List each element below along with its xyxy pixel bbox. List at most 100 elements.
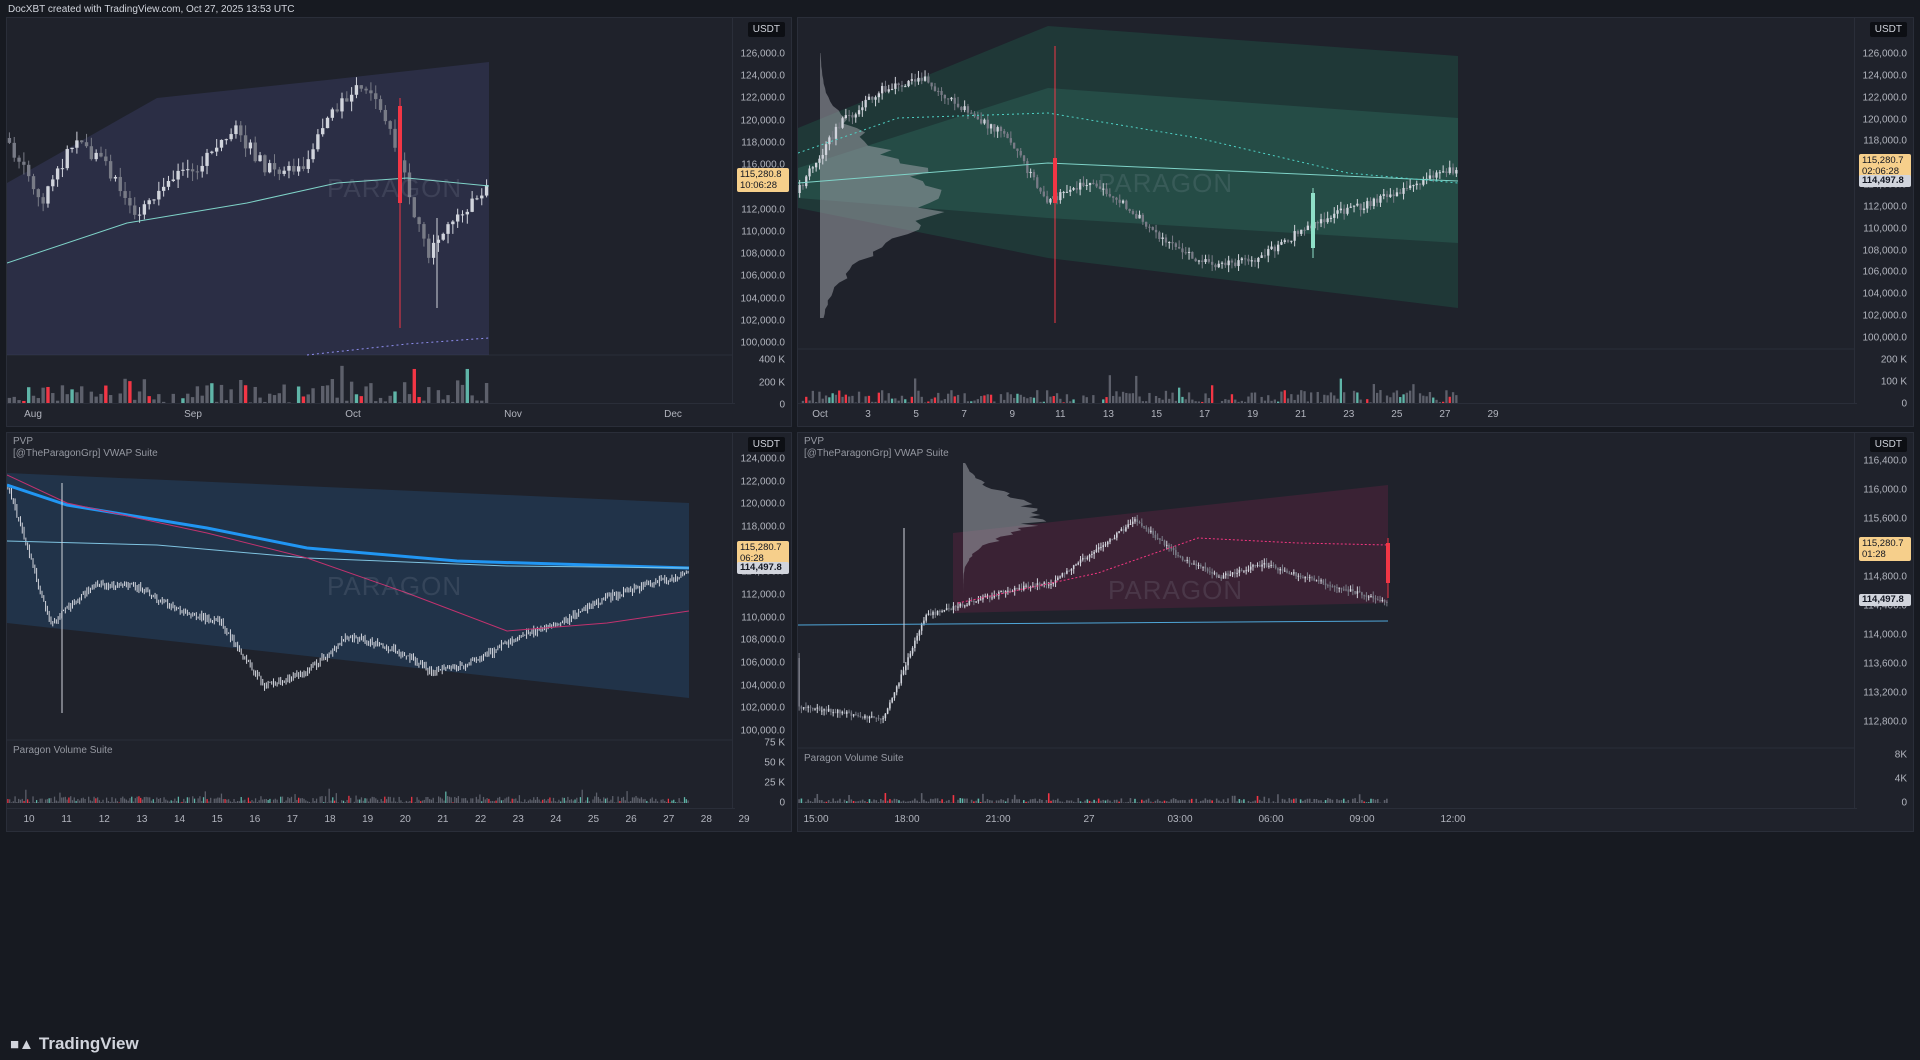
candle-body [1122, 529, 1125, 531]
candle-body [1306, 225, 1310, 231]
chart-panel-bottom-left[interactable]: PVP [@TheParagonGrp] VWAP Suite Paragon … [6, 432, 792, 832]
volume-bar [1191, 399, 1194, 404]
volume-bar [1316, 391, 1319, 404]
volume-bar [31, 395, 36, 404]
volume-bar [129, 798, 131, 803]
candle-body [22, 161, 26, 165]
volume-bar [1204, 798, 1207, 803]
volume-bar [838, 390, 841, 404]
indicator-label-vwap[interactable]: [@TheParagonGrp] VWAP Suite [13, 448, 158, 459]
price-tick: 100,000.0 [740, 725, 786, 737]
candle-body [219, 139, 224, 148]
volume-bar [897, 400, 900, 404]
currency-badge[interactable]: USDT [747, 22, 785, 37]
volume-bar [16, 801, 18, 803]
volume-bar [864, 396, 867, 404]
volume-bar [253, 386, 257, 404]
currency-badge[interactable]: USDT [747, 437, 785, 452]
price-axis[interactable]: USDT 126,000.0 124,000.0 122,000.0 120,000.… [1854, 18, 1913, 426]
candle-body [1256, 564, 1259, 566]
volume-bar [294, 794, 296, 803]
volume-bar [12, 396, 16, 404]
price-axis[interactable]: USDT 124,000.0 122,000.0 120,000.0 118,000.… [732, 433, 791, 831]
indicator-label-volume[interactable]: Paragon Volume Suite [13, 745, 113, 756]
volume-bar [51, 393, 55, 404]
candle-body [1422, 179, 1425, 185]
candle-body [1009, 138, 1013, 143]
time-axis[interactable]: 10 11 12 13 14 15 16 17 18 19 20 21 22 23 24 25 26 27 28 29 [7, 808, 750, 831]
candle-body [340, 98, 344, 112]
time-axis[interactable]: Oct 3 5 7 9 11 13 15 17 19 21 23 25 27 29 [798, 403, 1857, 426]
indicator-label-volume[interactable]: Paragon Volume Suite [804, 753, 904, 764]
candle-body [979, 119, 983, 124]
price-chart-plot[interactable] [7, 18, 735, 404]
candle-body [1418, 183, 1422, 185]
indicator-label-pvp[interactable]: PVP [804, 436, 825, 447]
volume-bar [1150, 801, 1152, 803]
volume-bar [1254, 800, 1257, 803]
candle-body [1188, 559, 1191, 564]
volume-bar [384, 796, 386, 803]
price-chart-plot[interactable] [798, 433, 1857, 809]
volume-bar [398, 796, 400, 803]
volume-bar [1375, 392, 1379, 404]
volume-bar [914, 798, 916, 803]
volume-bar [1072, 399, 1075, 404]
volume-bar [1052, 799, 1055, 803]
tradingview-logo[interactable]: ■▲ TradingView [10, 1034, 139, 1054]
candle-body [1236, 572, 1238, 574]
volume-bar [1274, 802, 1277, 803]
indicator-label-pvp[interactable]: PVP [13, 436, 34, 447]
candle-body [973, 113, 976, 117]
chart-panel-top-left[interactable]: PARAGON USDT 126,000.0 124,000.0 122,000.0… [6, 17, 792, 427]
chart-panel-bottom-right[interactable]: PVP [@TheParagonGrp] VWAP Suite Paragon … [797, 432, 1914, 832]
volume-bar [821, 800, 823, 803]
volume-bar [973, 801, 975, 803]
volume-bar [1252, 801, 1254, 803]
volume-bar [500, 800, 503, 803]
currency-badge[interactable]: USDT [1869, 22, 1907, 37]
time-tick: 03:00 [1167, 814, 1193, 825]
volume-bar [639, 798, 641, 803]
price-axis[interactable]: USDT 126,000.0 124,000.0 122,000.0 120,000.… [732, 18, 791, 426]
price-tick: 108,000.0 [740, 634, 786, 646]
volume-bar [1009, 394, 1013, 404]
volume-bar [1352, 798, 1354, 803]
candle-body [960, 106, 963, 111]
volume-bar [143, 797, 145, 803]
time-axis[interactable]: 15:00 18:00 21:00 27 03:00 06:00 09:00 12:00 [798, 808, 1857, 831]
volume-bar [68, 797, 70, 803]
volume-bar [161, 401, 166, 404]
volume-bar [900, 395, 904, 404]
volume-bar [1036, 390, 1039, 404]
volume-bar [1081, 802, 1084, 803]
candle-body [973, 600, 975, 603]
currency-badge[interactable]: USDT [1869, 437, 1907, 452]
candle-body [866, 715, 869, 719]
volume-bar [1211, 800, 1213, 803]
candle-body [378, 99, 383, 110]
price-chart-plot[interactable] [7, 433, 735, 809]
candle-body [1358, 591, 1361, 593]
candle-body [1163, 540, 1166, 546]
volume-bar [871, 401, 874, 404]
volume-bar [867, 395, 871, 404]
price-chart-plot[interactable] [798, 18, 1857, 404]
volume-bar [889, 799, 891, 803]
volume-bar [104, 385, 108, 404]
candle-body [925, 614, 928, 621]
time-tick: 23 [1343, 409, 1355, 420]
chart-panel-top-right[interactable]: PARAGON USDT 126,000.0 124,000.0 122,000.0… [797, 17, 1914, 427]
candle-body [1405, 187, 1409, 189]
candle-body [263, 155, 267, 173]
indicator-label-vwap[interactable]: [@TheParagonGrp] VWAP Suite [804, 448, 949, 459]
candle-body [1389, 194, 1392, 197]
time-tick: 13 [1102, 409, 1114, 420]
volume-bar [425, 797, 427, 803]
candle-body [1375, 198, 1379, 203]
candle-body [417, 217, 421, 225]
volume-bar [475, 400, 479, 404]
volume-bar [1399, 397, 1402, 404]
price-axis[interactable]: USDT 116,400.0116,000.0115,600.0115,200.… [1854, 433, 1913, 831]
time-axis[interactable]: Aug Sep Oct Nov Dec [7, 403, 735, 426]
